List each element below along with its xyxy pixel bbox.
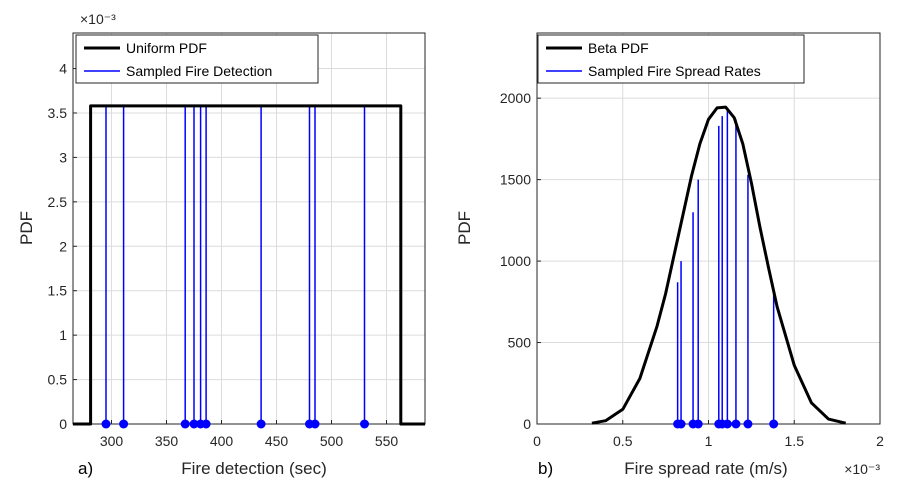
legend-label-pdf: Uniform PDF	[126, 40, 207, 56]
x-tick-label: 1.5	[785, 433, 805, 449]
legend-box	[75, 34, 319, 84]
legend-label-samples: Sampled Fire Detection	[126, 63, 272, 79]
legend-label-samples: Sampled Fire Spread Rates	[588, 63, 761, 79]
axis-exponent-label: ×10⁻³	[844, 461, 880, 477]
sample-point	[119, 419, 129, 429]
sample-point	[189, 419, 199, 429]
y-tick-label: 0	[59, 416, 67, 432]
y-tick-label: 3	[59, 149, 67, 165]
x-tick-label: 350	[155, 433, 179, 449]
legend-label-pdf: Beta PDF	[588, 40, 649, 56]
pdf-curve	[73, 104, 425, 426]
sample-point	[676, 419, 686, 429]
pdf-curve	[591, 105, 847, 425]
y-tick-label: 1	[59, 327, 67, 343]
sample-point	[769, 419, 779, 429]
x-tick-label: 1	[705, 433, 713, 449]
x-tick-label: 400	[210, 433, 234, 449]
panel-a: 300 350 400 450 500 550 0 0.5 1 1.5 2 2.5 3 3.5 4 ×10⁻³…	[17, 11, 426, 478]
sample-point	[722, 419, 732, 429]
y-tick-label: 3.5	[48, 105, 68, 121]
sample-point	[731, 419, 741, 429]
y-tick-label: 500	[508, 335, 532, 351]
sample-point	[310, 419, 320, 429]
x-tick-label: 550	[375, 433, 399, 449]
panel-label: b)	[538, 459, 553, 478]
x-tick-label: 2	[876, 433, 884, 449]
y-tick-label: 2.5	[48, 194, 68, 210]
sample-point	[101, 419, 111, 429]
y-tick-label: 0.5	[48, 372, 68, 388]
legend-box	[537, 34, 805, 84]
sample-point	[256, 419, 266, 429]
x-tick-label: 450	[265, 433, 289, 449]
y-axis-label: PDF	[17, 211, 36, 245]
y-axis-label: PDF	[455, 211, 474, 245]
sample-point	[180, 419, 190, 429]
y-tick-label: 1500	[500, 172, 531, 188]
x-tick-label: 500	[320, 433, 344, 449]
axes-box	[72, 32, 426, 425]
x-tick-label: 300	[100, 433, 124, 449]
sample-point	[693, 419, 703, 429]
y-tick-label: 0	[523, 416, 531, 432]
axis-exponent-label: ×10⁻³	[80, 11, 116, 27]
y-tick-label: 1.5	[48, 283, 68, 299]
x-axis-label: Fire detection (sec)	[181, 459, 327, 478]
y-tick-label: 2000	[500, 90, 531, 106]
x-tick-label: 0	[533, 433, 541, 449]
y-tick-label: 2	[59, 238, 67, 254]
sample-point	[201, 419, 211, 429]
sample-point	[743, 419, 753, 429]
y-tick-label: 4	[59, 61, 67, 77]
x-axis-label: Fire spread rate (m/s)	[624, 459, 787, 478]
y-tick-label: 1000	[500, 253, 531, 269]
panel-b: 0 0.5 1 1.5 2 0 500 1000 1500 2000 ×10⁻³ Fire sprea…	[455, 32, 884, 478]
sample-point	[360, 419, 369, 429]
x-tick-label: 0.5	[613, 433, 633, 449]
panel-label: a)	[78, 459, 93, 478]
